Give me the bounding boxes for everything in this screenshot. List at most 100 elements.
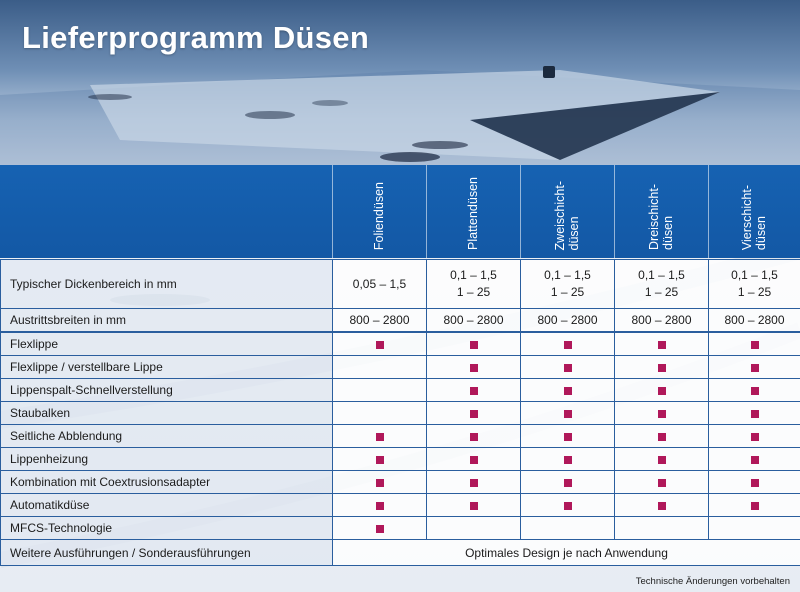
table-cell [520,401,615,425]
cell-line: 1 – 25 [644,285,679,299]
table-cell [332,493,427,517]
table-cell [614,355,709,379]
table-cell [708,470,800,494]
row-label: Flexlippe [0,331,333,356]
table-cell [614,493,709,517]
feature-available-marker [563,501,572,510]
feature-available-marker [469,432,478,441]
feature-available-marker [375,478,384,487]
table-cell [708,424,800,448]
table-body: Typischer Dickenbereich in mm 0,05 – 1,5… [0,259,800,566]
table-cell [426,447,521,471]
table-cell [332,424,427,448]
footnote: Technische Änderungen vorbehalten [635,576,790,587]
column-header-vierschicht: Vierschicht- düsen [708,165,800,258]
table-cell [426,331,521,356]
table-cell: 0,1 – 1,5 1 – 25 [708,259,800,309]
header-divider [708,165,709,258]
row-label: Automatikdüse [0,493,333,517]
table-cell [614,516,709,540]
table-row: Lippenspalt-Schnellverstellung [0,378,800,402]
feature-available-marker [750,455,759,464]
feature-available-marker [750,340,759,349]
row-label: Seitliche Abblendung [0,424,333,448]
cell-line: 0,1 – 1,5 [731,268,778,282]
feature-available-marker [563,340,572,349]
table-cell [614,401,709,425]
special-designs-cell: Optimales Design je nach Anwendung [332,539,800,566]
row-label: Weitere Ausführungen / Sonderausführunge… [0,539,333,566]
table-cell: 800 – 2800 [332,308,427,333]
table-row: Seitliche Abblendung [0,424,800,448]
header-divider [614,165,615,258]
feature-available-marker [750,478,759,487]
table-cell [426,516,521,540]
feature-available-marker [469,478,478,487]
table-cell [708,331,800,356]
feature-available-marker [469,386,478,395]
row-label: Typischer Dickenbereich in mm [0,259,333,309]
table-cell [426,424,521,448]
table-cell [426,401,521,425]
column-header-dreischicht: Dreischicht- düsen [614,165,708,258]
cell-line: 0,05 – 1,5 [352,276,407,291]
table-cell [708,516,800,540]
column-header-label: Zweischicht- düsen [553,180,581,250]
feature-available-marker [563,409,572,418]
page-title: Lieferprogramm Düsen [22,20,370,55]
feature-available-marker [469,455,478,464]
feature-available-marker [563,386,572,395]
table-cell [520,470,615,494]
table-cell: 800 – 2800 [520,308,615,333]
table-cell [426,355,521,379]
table-cell [614,424,709,448]
column-header-label: Foliendüsen [372,181,386,250]
feature-available-marker [657,501,666,510]
table-row: Kombination mit Coextrusionsadapter [0,470,800,494]
feature-available-marker [469,363,478,372]
row-label: Staubalken [0,401,333,425]
table-cell [332,331,427,356]
nozzle-program-table: Typischer Dickenbereich in mm 0,05 – 1,5… [0,259,800,566]
table-cell: 0,1 – 1,5 1 – 25 [426,259,521,309]
cell-line: 1 – 25 [550,285,585,299]
table-cell [708,493,800,517]
feature-available-marker [563,478,572,487]
feature-available-marker [657,455,666,464]
feature-available-marker [375,524,384,533]
feature-available-marker [469,340,478,349]
table-row: Typischer Dickenbereich in mm 0,05 – 1,5… [0,259,800,309]
table-row: Lippenheizung [0,447,800,471]
table-row: Flexlippe / verstellbare Lippe [0,355,800,379]
table-cell [614,470,709,494]
row-label: Kombination mit Coextrusionsadapter [0,470,333,494]
header-divider [332,165,333,258]
table-cell: 0,1 – 1,5 1 – 25 [520,259,615,309]
table-cell [614,378,709,402]
table-cell [332,516,427,540]
feature-available-marker [375,501,384,510]
table-cell [708,378,800,402]
feature-available-marker [657,363,666,372]
cell-line: 0,1 – 1,5 [544,268,591,282]
feature-available-marker [750,363,759,372]
column-header-zweischicht: Zweischicht- düsen [520,165,614,258]
row-label: Lippenspalt-Schnellverstellung [0,378,333,402]
header-divider [520,165,521,258]
table-row: MFCS-Technologie [0,516,800,540]
column-header-plattendusen: Plattendüsen [426,165,520,258]
row-label: Flexlippe / verstellbare Lippe [0,355,333,379]
table-row: Austrittsbreiten in mm 800 – 2800 800 – … [0,308,800,333]
feature-available-marker [657,409,666,418]
feature-available-marker [375,340,384,349]
table-cell [708,447,800,471]
column-header-label: Plattendüsen [466,177,480,250]
row-label: Lippenheizung [0,447,333,471]
table-row: Staubalken [0,401,800,425]
cell-line: 0,1 – 1,5 [450,268,497,282]
cell-line: 0,1 – 1,5 [638,268,685,282]
table-row: Weitere Ausführungen / Sonderausführunge… [0,539,800,566]
column-header-label: Vierschicht- düsen [740,184,768,250]
row-label: MFCS-Technologie [0,516,333,540]
feature-available-marker [469,501,478,510]
